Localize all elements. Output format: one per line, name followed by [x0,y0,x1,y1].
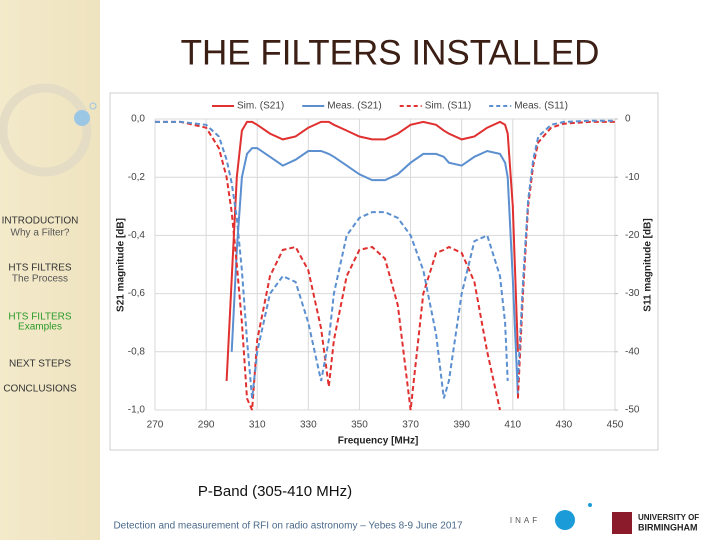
nav-item[interactable]: INTRODUCTION [2,216,79,227]
legend-label: Sim. (S21) [237,101,284,112]
x-tick-label: 450 [607,420,624,431]
y-axis-label: S21 magnitude [dB] [116,218,127,312]
logo-inaf: INAF [510,516,540,525]
legend-label: Sim. (S11) [425,101,472,112]
nav-item[interactable]: HTS FILTERS [8,312,71,323]
y2-tick-label: 0 [625,114,631,125]
series-line [155,119,615,399]
chart-frame [109,92,659,451]
x-tick-label: 430 [556,420,573,431]
x-tick-label: 270 [147,420,164,431]
y2-tick-label: -40 [625,346,640,357]
decor-dot [74,110,90,126]
y2-tick-label: -20 [625,230,640,241]
x-tick-label: 390 [453,420,470,431]
x-axis-label: Frequency [MHz] [338,436,419,447]
series-line [225,120,519,381]
nav-item[interactable]: NEXT STEPS [9,359,71,370]
nav-subtitle[interactable]: Why a Filter? [11,228,70,239]
logo-crest [612,512,632,534]
decor-dot [89,102,97,110]
slide-title: THE FILTERS INSTALLED [181,33,600,72]
nav-subtitle[interactable]: The Process [12,274,68,285]
y2-tick-label: -50 [625,405,640,416]
chart: 270 290 310 330 350 370 390 410 430 450 0,0 -0,2 -0,… [128,101,640,431]
logo-text: UNIVERSITY OF [638,513,699,522]
y-tick-label: -0,6 [128,288,146,299]
footer: Detection and measurement of RFI on radi… [113,521,463,532]
y2-tick-label: -10 [625,172,640,183]
y-tick-label: -0,2 [128,172,146,183]
legend-label: Meas. (S11) [514,101,568,112]
series-line [230,147,519,396]
y2-axis-label: S11 magnitude [dB] [643,218,654,311]
x-tick-label: 330 [300,420,317,431]
x-tick-label: 370 [402,420,419,431]
logo-mark [555,510,575,530]
x-tick-label: 310 [249,420,266,431]
y-tick-label: -0,4 [128,230,146,241]
caption: P-Band (305-410 MHz) [198,483,352,500]
nav-subtitle[interactable]: Examples [18,322,62,333]
nav-item[interactable]: HTS FILTRES [8,263,71,274]
y-tick-label: -1,0 [128,405,146,416]
decor-ring [0,83,92,177]
x-tick-label: 290 [198,420,215,431]
legend-label: Meas. (S21) [327,101,381,112]
plot-area [155,119,615,411]
nav-item[interactable]: CONCLUSIONS [3,384,77,395]
logo-text: BIRMINGHAM [638,522,698,532]
logo-mark [588,503,592,507]
y-tick-label: 0,0 [131,114,145,125]
y-tick-label: -0,8 [128,346,146,357]
x-tick-label: 410 [504,420,521,431]
x-tick-label: 350 [351,420,368,431]
y2-tick-label: -30 [625,288,640,299]
